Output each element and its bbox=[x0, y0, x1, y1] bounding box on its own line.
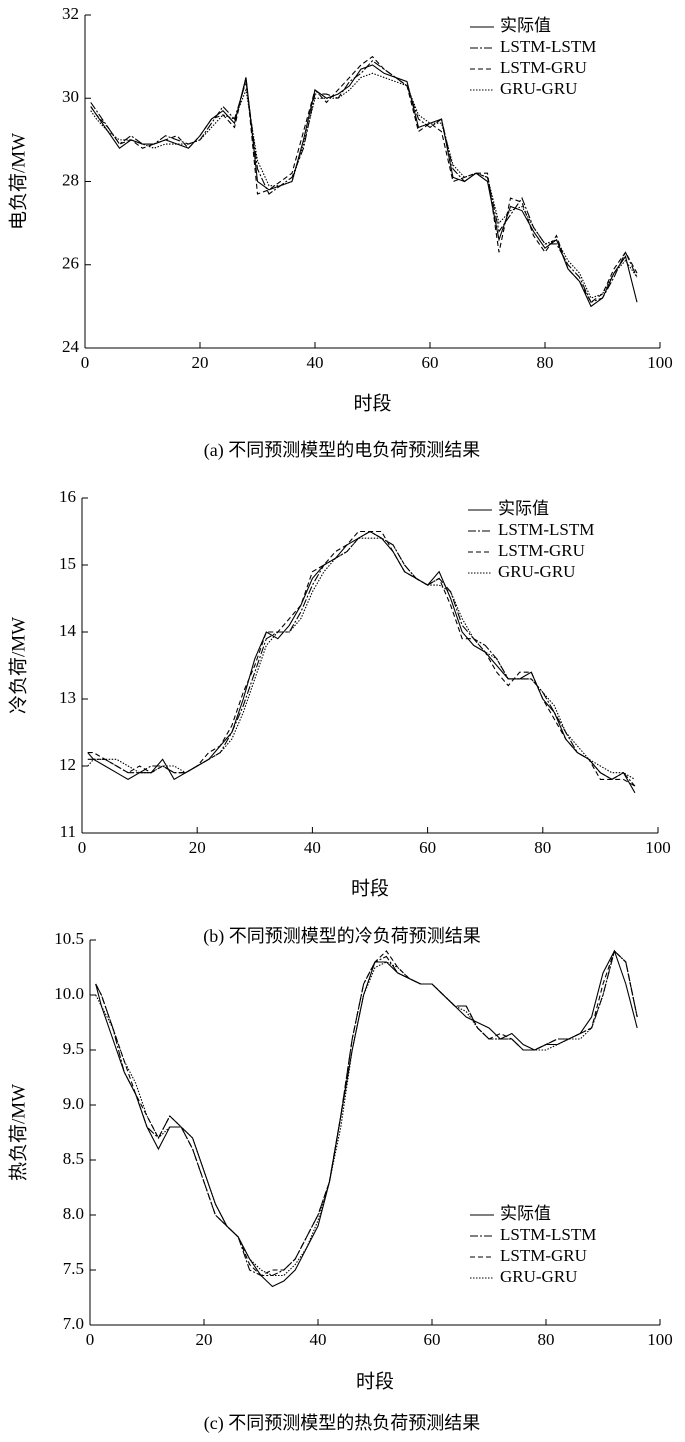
caption: (a) 不同预测模型的电负荷预测结果 bbox=[204, 440, 480, 461]
y-tick-label: 15 bbox=[59, 554, 76, 573]
legend-label: 实际值 bbox=[498, 499, 549, 518]
y-tick-label: 26 bbox=[62, 254, 79, 273]
y-tick-label: 7.5 bbox=[63, 1259, 84, 1278]
legend-label: GRU-GRU bbox=[500, 1267, 577, 1286]
y-tick-label: 30 bbox=[62, 87, 79, 106]
y-tick-label: 24 bbox=[62, 337, 80, 356]
y-tick-label: 7.0 bbox=[63, 1314, 84, 1333]
x-tick-label: 0 bbox=[78, 838, 87, 857]
y-axis-label: 电负荷/MW bbox=[7, 133, 29, 230]
x-tick-label: 100 bbox=[645, 838, 671, 857]
legend-label: LSTM-GRU bbox=[500, 1246, 587, 1265]
x-axis-label: 时段 bbox=[353, 392, 391, 414]
x-tick-label: 20 bbox=[192, 353, 209, 372]
y-tick-label: 9.0 bbox=[63, 1094, 84, 1113]
x-tick-label: 40 bbox=[304, 838, 321, 857]
y-tick-label: 8.0 bbox=[63, 1204, 84, 1223]
y-tick-label: 9.5 bbox=[63, 1039, 84, 1058]
legend-label: LSTM-GRU bbox=[498, 541, 585, 560]
y-tick-label: 10.0 bbox=[54, 984, 84, 1003]
y-tick-label: 32 bbox=[62, 4, 79, 23]
y-tick-label: 10.5 bbox=[54, 929, 84, 948]
caption: (c) 不同预测模型的热负荷预测结果 bbox=[204, 1413, 480, 1434]
legend-label: GRU-GRU bbox=[498, 562, 575, 581]
y-tick-label: 28 bbox=[62, 170, 79, 189]
y-tick-label: 14 bbox=[59, 621, 77, 640]
x-tick-label: 100 bbox=[647, 1330, 673, 1349]
series-line bbox=[87, 530, 636, 787]
legend-label: LSTM-GRU bbox=[500, 58, 587, 77]
x-tick-label: 60 bbox=[422, 353, 439, 372]
x-tick-label: 0 bbox=[81, 353, 90, 372]
x-axis-label: 时段 bbox=[351, 877, 389, 899]
y-axis-label: 冷负荷/MW bbox=[7, 617, 29, 714]
y-tick-label: 16 bbox=[59, 487, 76, 506]
x-tick-label: 60 bbox=[419, 838, 436, 857]
x-axis-label: 时段 bbox=[356, 1370, 394, 1392]
x-tick-label: 20 bbox=[196, 1330, 213, 1349]
x-tick-label: 80 bbox=[537, 353, 554, 372]
legend-label: 实际值 bbox=[500, 16, 551, 35]
series-line bbox=[90, 64, 638, 308]
y-tick-label: 11 bbox=[60, 822, 76, 841]
series-line bbox=[90, 60, 638, 303]
x-tick-label: 20 bbox=[189, 838, 206, 857]
legend-label: LSTM-LSTM bbox=[500, 1225, 596, 1244]
x-tick-label: 80 bbox=[538, 1330, 555, 1349]
legend-label: LSTM-LSTM bbox=[500, 37, 596, 56]
series-line bbox=[95, 950, 638, 1277]
x-tick-label: 80 bbox=[534, 838, 551, 857]
caption: (b) 不同预测模型的冷负荷预测结果 bbox=[203, 926, 481, 947]
y-tick-label: 13 bbox=[59, 688, 76, 707]
legend-label: GRU-GRU bbox=[500, 79, 577, 98]
legend-label: LSTM-LSTM bbox=[498, 520, 594, 539]
x-tick-label: 40 bbox=[310, 1330, 327, 1349]
x-tick-label: 60 bbox=[424, 1330, 441, 1349]
legend-label: 实际值 bbox=[500, 1204, 551, 1223]
x-tick-label: 100 bbox=[647, 353, 673, 372]
y-tick-label: 12 bbox=[59, 755, 76, 774]
series-line bbox=[87, 537, 636, 780]
x-tick-label: 40 bbox=[307, 353, 324, 372]
series-line bbox=[90, 72, 638, 299]
y-axis-label: 热负荷/MW bbox=[7, 1084, 29, 1181]
series-line bbox=[95, 949, 638, 1277]
y-tick-label: 8.5 bbox=[63, 1149, 84, 1168]
x-tick-label: 0 bbox=[86, 1330, 95, 1349]
